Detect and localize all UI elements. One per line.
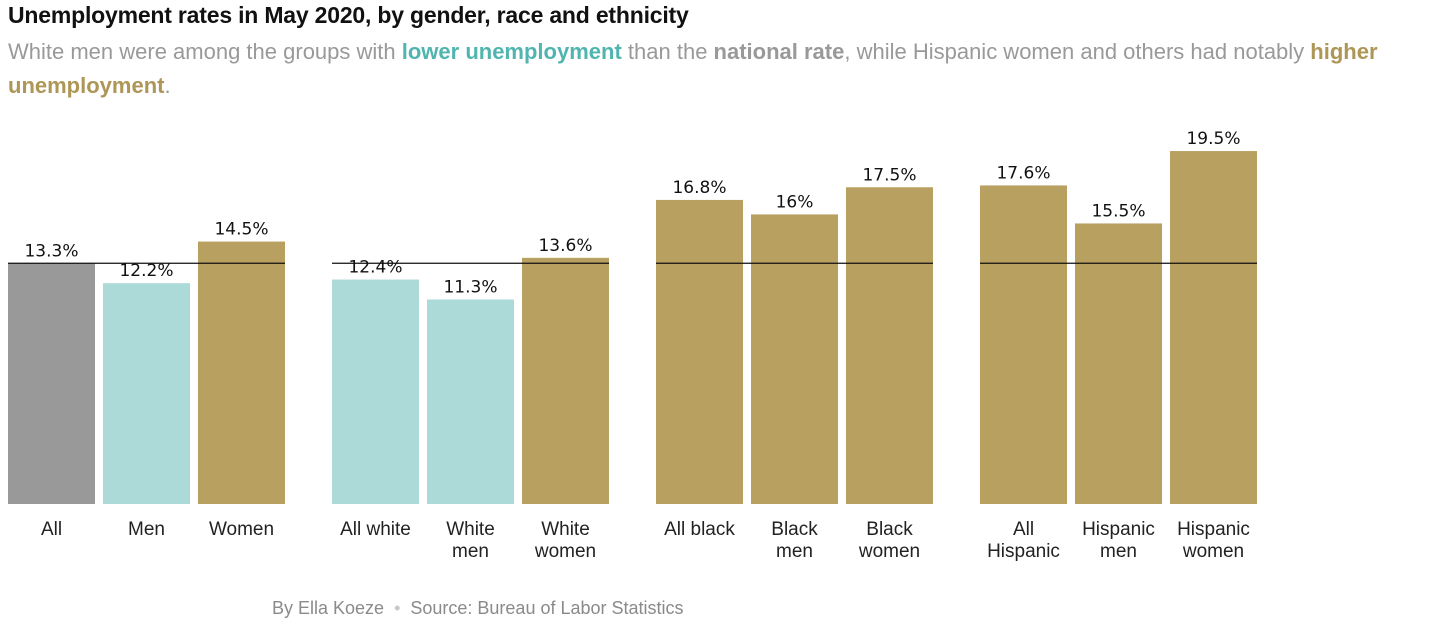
category-label-line: men <box>776 541 813 562</box>
subtitle-text: than the <box>621 39 714 64</box>
value-label: 17.5% <box>862 165 916 185</box>
category-label-line: women <box>858 541 920 562</box>
category-label: Black women <box>858 519 920 562</box>
category-label: Hispanic men <box>1082 519 1155 562</box>
value-label: 14.5% <box>214 220 268 240</box>
value-label: 16% <box>776 192 814 212</box>
value-label: 13.3% <box>24 241 78 261</box>
source-note: Source: Bureau of Labor Statistics <box>410 598 684 618</box>
value-label: 12.4% <box>348 258 402 278</box>
subtitle-higher-key: higher unemployment <box>8 39 1378 98</box>
value-label: 16.8% <box>672 178 726 198</box>
subtitle-text: , while Hispanic women and others had no… <box>844 39 1311 64</box>
category-label: All Hispanic <box>987 519 1060 562</box>
category-label: Black men <box>771 519 818 562</box>
chart-footer: By Ella Koeze • Source: Bureau of Labor St… <box>272 598 684 619</box>
bar <box>656 199 743 505</box>
category-label: White women <box>534 519 596 562</box>
category-label-line: White <box>541 519 590 540</box>
category-label-line: Men <box>128 519 165 540</box>
category-label-line: women <box>534 541 596 562</box>
category-label-line: White <box>446 519 495 540</box>
bar <box>846 187 933 504</box>
category-label: White men <box>446 519 495 562</box>
category-label-line: men <box>452 541 489 562</box>
category-label: Women <box>209 519 274 540</box>
category-label: Hispanic women <box>1177 519 1250 562</box>
category-label-line: Hispanic <box>1082 519 1155 540</box>
category-label: All <box>41 519 62 540</box>
category-label-line: Black <box>866 519 913 540</box>
value-label: 11.3% <box>443 277 497 297</box>
bar <box>8 263 95 504</box>
bar <box>103 283 190 504</box>
value-label: 19.5% <box>1186 129 1240 149</box>
category-label: All black <box>664 519 735 540</box>
subtitle-text: . <box>164 73 171 98</box>
bar <box>427 299 514 504</box>
chart-subtitle: White men were among the groups with low… <box>8 35 1453 103</box>
category-label-line: Women <box>209 519 274 540</box>
subtitle-lower-key: lower unemployment <box>401 39 622 64</box>
bar <box>980 185 1067 504</box>
value-label: 12.2% <box>119 261 173 281</box>
category-label-line: Hispanic <box>987 541 1060 562</box>
category-label-line: women <box>1182 541 1244 562</box>
category-label-line: Black <box>771 519 818 540</box>
footer-separator: • <box>394 598 401 618</box>
bar <box>751 214 838 504</box>
category-label: All white <box>340 519 411 540</box>
subtitle-text: White men were among the groups with <box>8 39 402 64</box>
category-label: Men <box>128 519 165 540</box>
bar <box>1075 223 1162 504</box>
value-label: 15.5% <box>1091 201 1145 221</box>
bar <box>522 257 609 504</box>
value-label: 13.6% <box>538 236 592 256</box>
bar <box>198 241 285 505</box>
category-label-line: All <box>41 519 62 540</box>
chart-title: Unemployment rates in May 2020, by gende… <box>8 2 689 28</box>
value-label: 17.6% <box>996 163 1050 183</box>
bar <box>1170 151 1257 505</box>
bar-chart: 13.3% 12.2% 14.5% 12.4% 11.3% 13.6% 16.8% 16% 17… <box>8 129 1257 562</box>
category-label-line: All white <box>340 519 411 540</box>
category-label-line: men <box>1100 541 1137 562</box>
category-label-line: All <box>1013 519 1034 540</box>
category-label-line: Hispanic <box>1177 519 1250 540</box>
subtitle-national-key: national rate <box>713 39 845 64</box>
byline: By Ella Koeze <box>272 598 385 618</box>
category-label-line: All black <box>664 519 735 540</box>
bar <box>332 279 419 504</box>
